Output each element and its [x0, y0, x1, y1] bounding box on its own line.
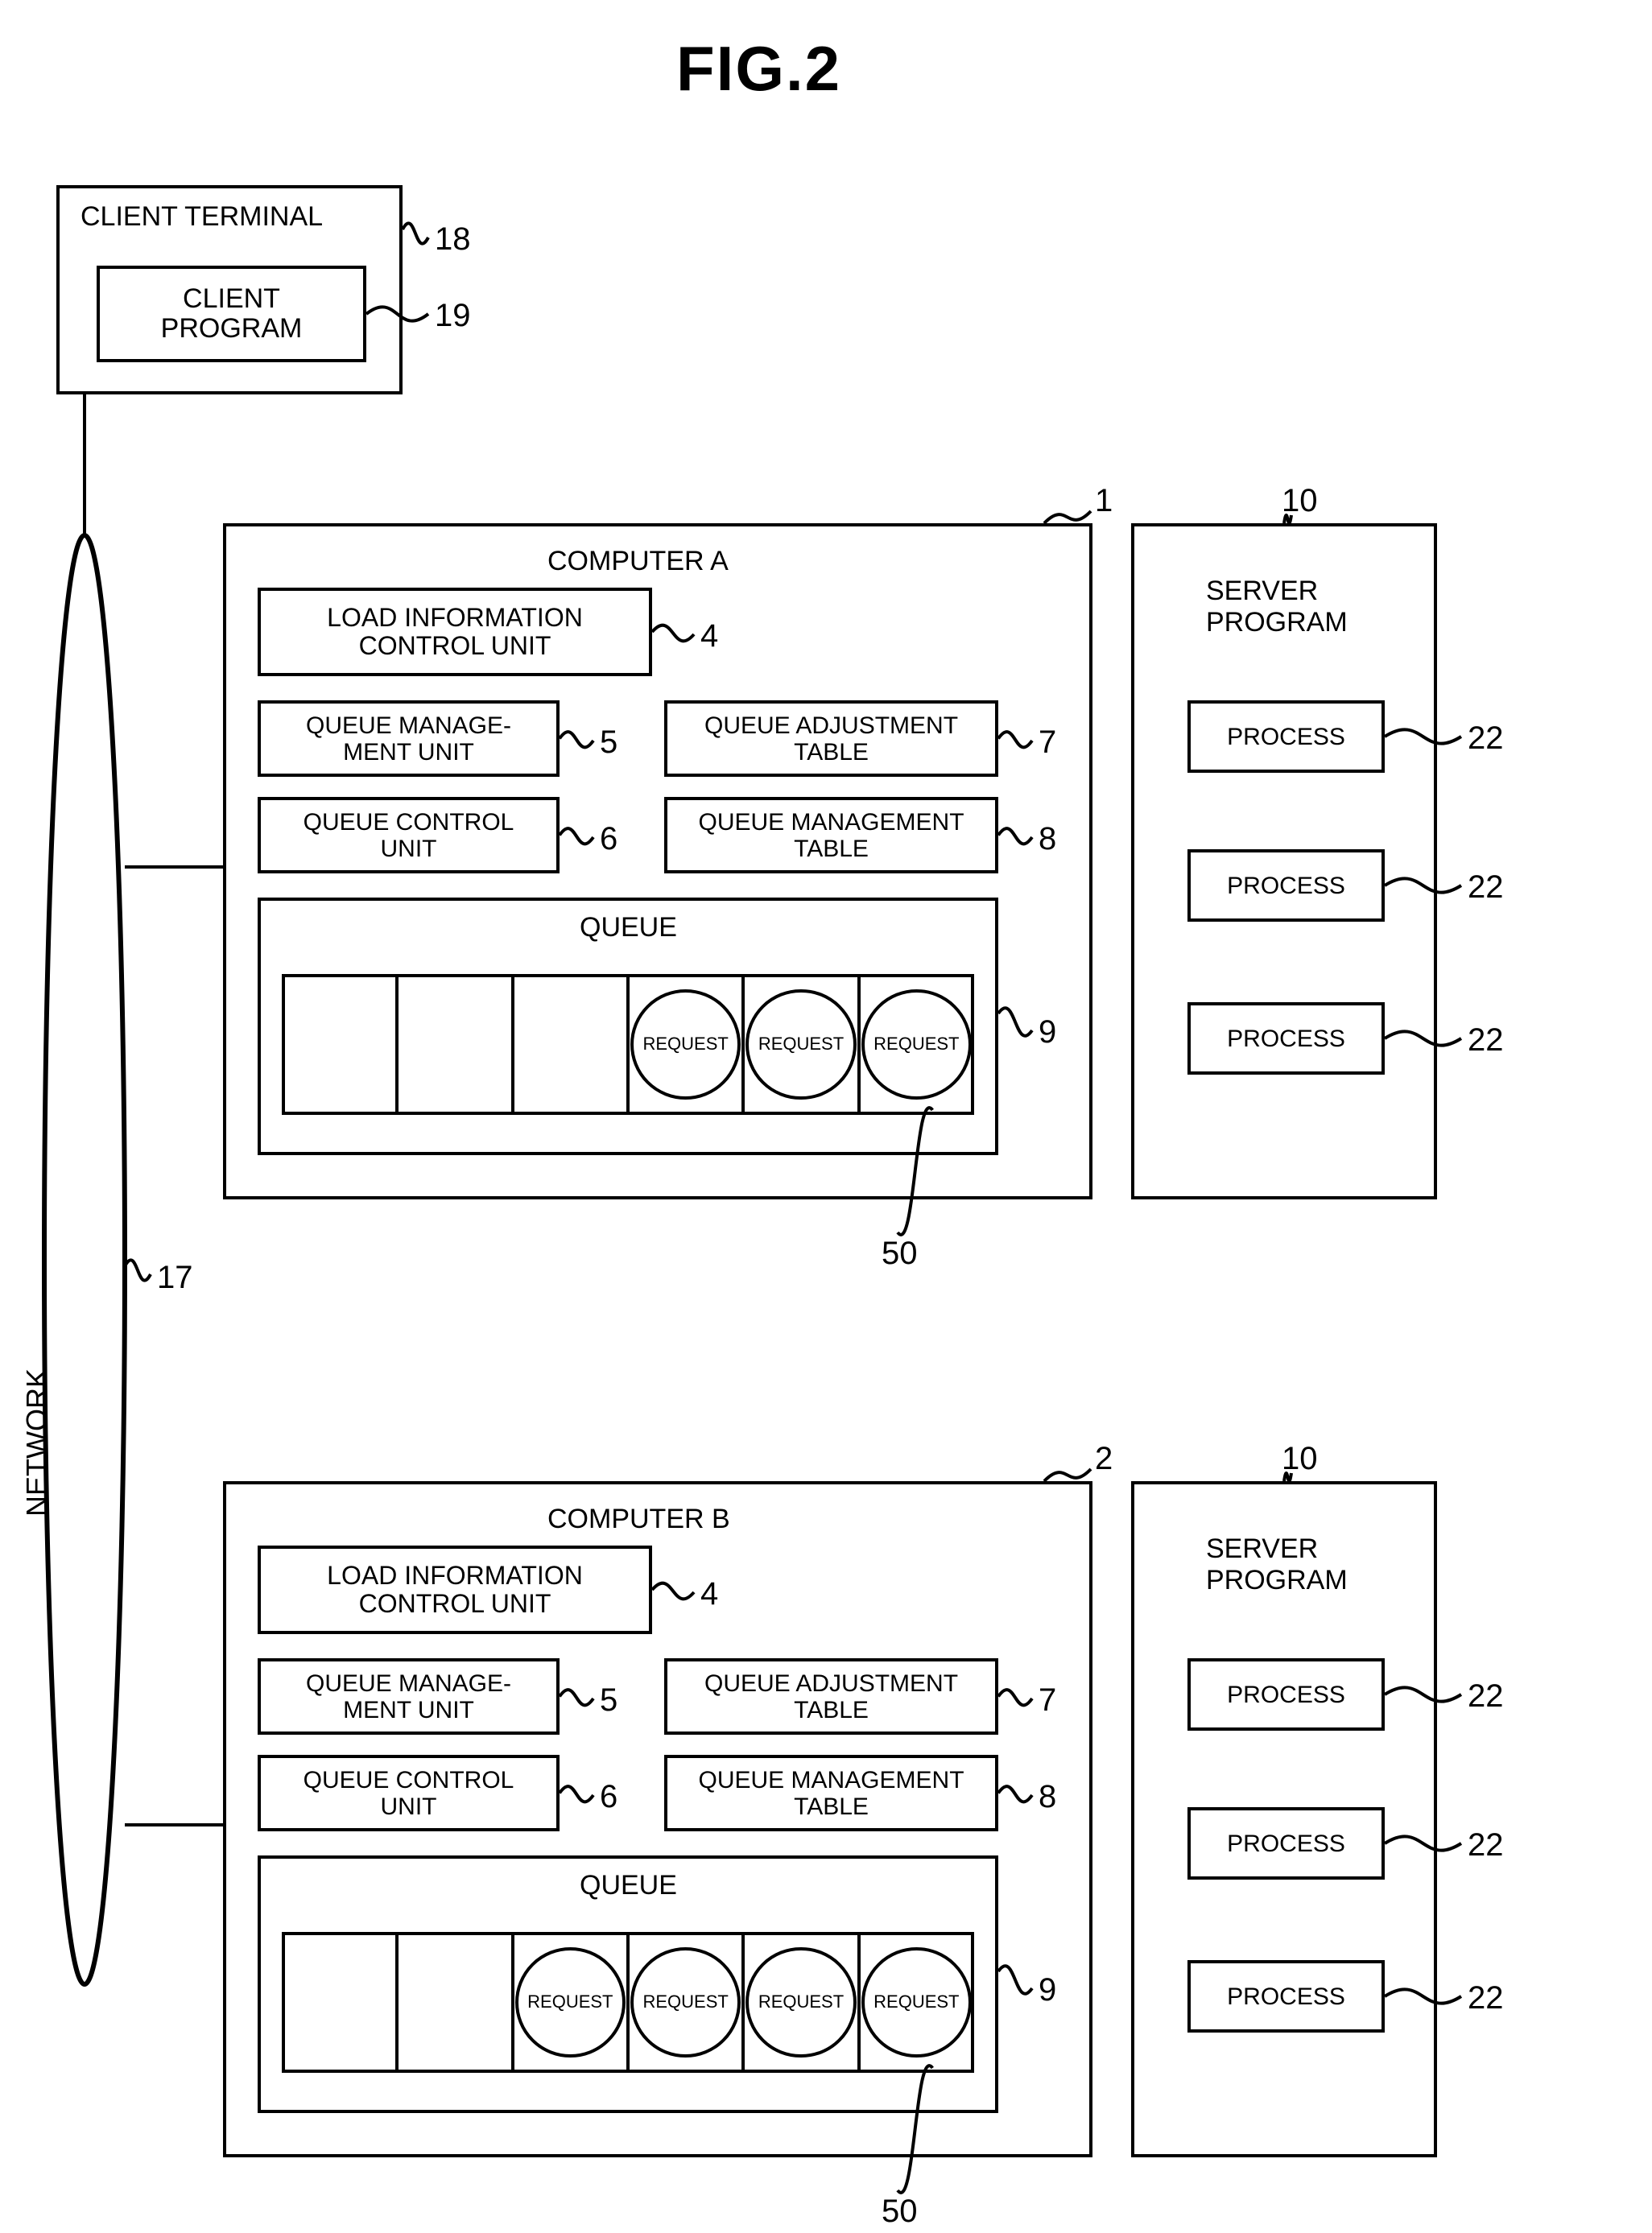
- queue-mgmt-table-A: QUEUE MANAGEMENT TABLE: [664, 797, 998, 873]
- load-info-A: LOAD INFORMATION CONTROL UNIT: [258, 588, 652, 676]
- process-B-0-ref: 22: [1468, 1678, 1504, 1715]
- request-circle: REQUEST: [745, 989, 856, 1100]
- figure-title: FIG.2: [676, 32, 841, 105]
- request-circle: REQUEST: [630, 1947, 741, 2058]
- client-terminal-ref: 18: [435, 221, 471, 258]
- process-A-0: PROCESS: [1187, 700, 1385, 773]
- process-B-1-ref: 22: [1468, 1827, 1504, 1864]
- server-A-ref: 10: [1282, 483, 1318, 519]
- request-circle: REQUEST: [630, 989, 741, 1100]
- queue-adj-table-A-ref: 7: [1039, 724, 1056, 761]
- queue-mgmt-unit-A-ref: 5: [600, 724, 617, 761]
- request-circle: REQUEST: [861, 989, 972, 1100]
- queue-A-ref: 9: [1039, 1014, 1056, 1050]
- request-circle: REQUEST: [515, 1947, 626, 2058]
- process-B-1: PROCESS: [1187, 1807, 1385, 1880]
- client-program-box: CLIENT PROGRAM: [97, 266, 366, 362]
- computer-B-ref: 2: [1095, 1441, 1113, 1477]
- process-A-0-ref: 22: [1468, 720, 1504, 757]
- queue-A-title: QUEUE: [580, 912, 677, 943]
- process-A-2-ref: 22: [1468, 1022, 1504, 1059]
- request-circle: REQUEST: [745, 1947, 856, 2058]
- process-B-0: PROCESS: [1187, 1658, 1385, 1731]
- computer-A-ref: 1: [1095, 483, 1113, 519]
- queue-B-ref: 9: [1039, 1972, 1056, 2008]
- diagram-canvas: FIG.2CLIENT TERMINAL18CLIENT PROGRAM19NE…: [0, 0, 1652, 2233]
- computer-A-title: COMPUTER A: [547, 546, 729, 577]
- queue-mgmt-unit-B: QUEUE MANAGE- MENT UNIT: [258, 1658, 560, 1735]
- server-B-title: SERVER PROGRAM: [1206, 1533, 1348, 1596]
- load-info-A-ref: 4: [700, 618, 718, 654]
- queue-B-req-ref: 50: [882, 2194, 918, 2230]
- computer-B-title: COMPUTER B: [547, 1504, 730, 1535]
- server-B-ref: 10: [1282, 1441, 1318, 1477]
- process-B-2-ref: 22: [1468, 1980, 1504, 2016]
- queue-B-title: QUEUE: [580, 1870, 677, 1901]
- queue-ctrl-unit-B-ref: 6: [600, 1779, 617, 1815]
- network-label: NETWORK: [20, 1368, 54, 1517]
- process-A-2: PROCESS: [1187, 1002, 1385, 1075]
- queue-ctrl-unit-A: QUEUE CONTROL UNIT: [258, 797, 560, 873]
- client-terminal-label: CLIENT TERMINAL: [81, 201, 323, 233]
- queue-mgmt-table-A-ref: 8: [1039, 821, 1056, 857]
- queue-mgmt-unit-A: QUEUE MANAGE- MENT UNIT: [258, 700, 560, 777]
- queue-adj-table-B: QUEUE ADJUSTMENT TABLE: [664, 1658, 998, 1735]
- queue-mgmt-unit-B-ref: 5: [600, 1682, 617, 1719]
- load-info-B: LOAD INFORMATION CONTROL UNIT: [258, 1546, 652, 1634]
- queue-ctrl-unit-B: QUEUE CONTROL UNIT: [258, 1755, 560, 1831]
- queue-mgmt-table-B-ref: 8: [1039, 1779, 1056, 1815]
- queue-ctrl-unit-A-ref: 6: [600, 821, 617, 857]
- queue-mgmt-table-B: QUEUE MANAGEMENT TABLE: [664, 1755, 998, 1831]
- load-info-B-ref: 4: [700, 1576, 718, 1612]
- queue-adj-table-B-ref: 7: [1039, 1682, 1056, 1719]
- client-program-ref: 19: [435, 298, 471, 334]
- process-A-1-ref: 22: [1468, 869, 1504, 906]
- queue-A-req-ref: 50: [882, 1236, 918, 1272]
- process-A-1: PROCESS: [1187, 849, 1385, 922]
- network-ref: 17: [157, 1260, 193, 1296]
- queue-adj-table-A: QUEUE ADJUSTMENT TABLE: [664, 700, 998, 777]
- process-B-2: PROCESS: [1187, 1960, 1385, 2033]
- request-circle: REQUEST: [861, 1947, 972, 2058]
- server-A-title: SERVER PROGRAM: [1206, 576, 1348, 638]
